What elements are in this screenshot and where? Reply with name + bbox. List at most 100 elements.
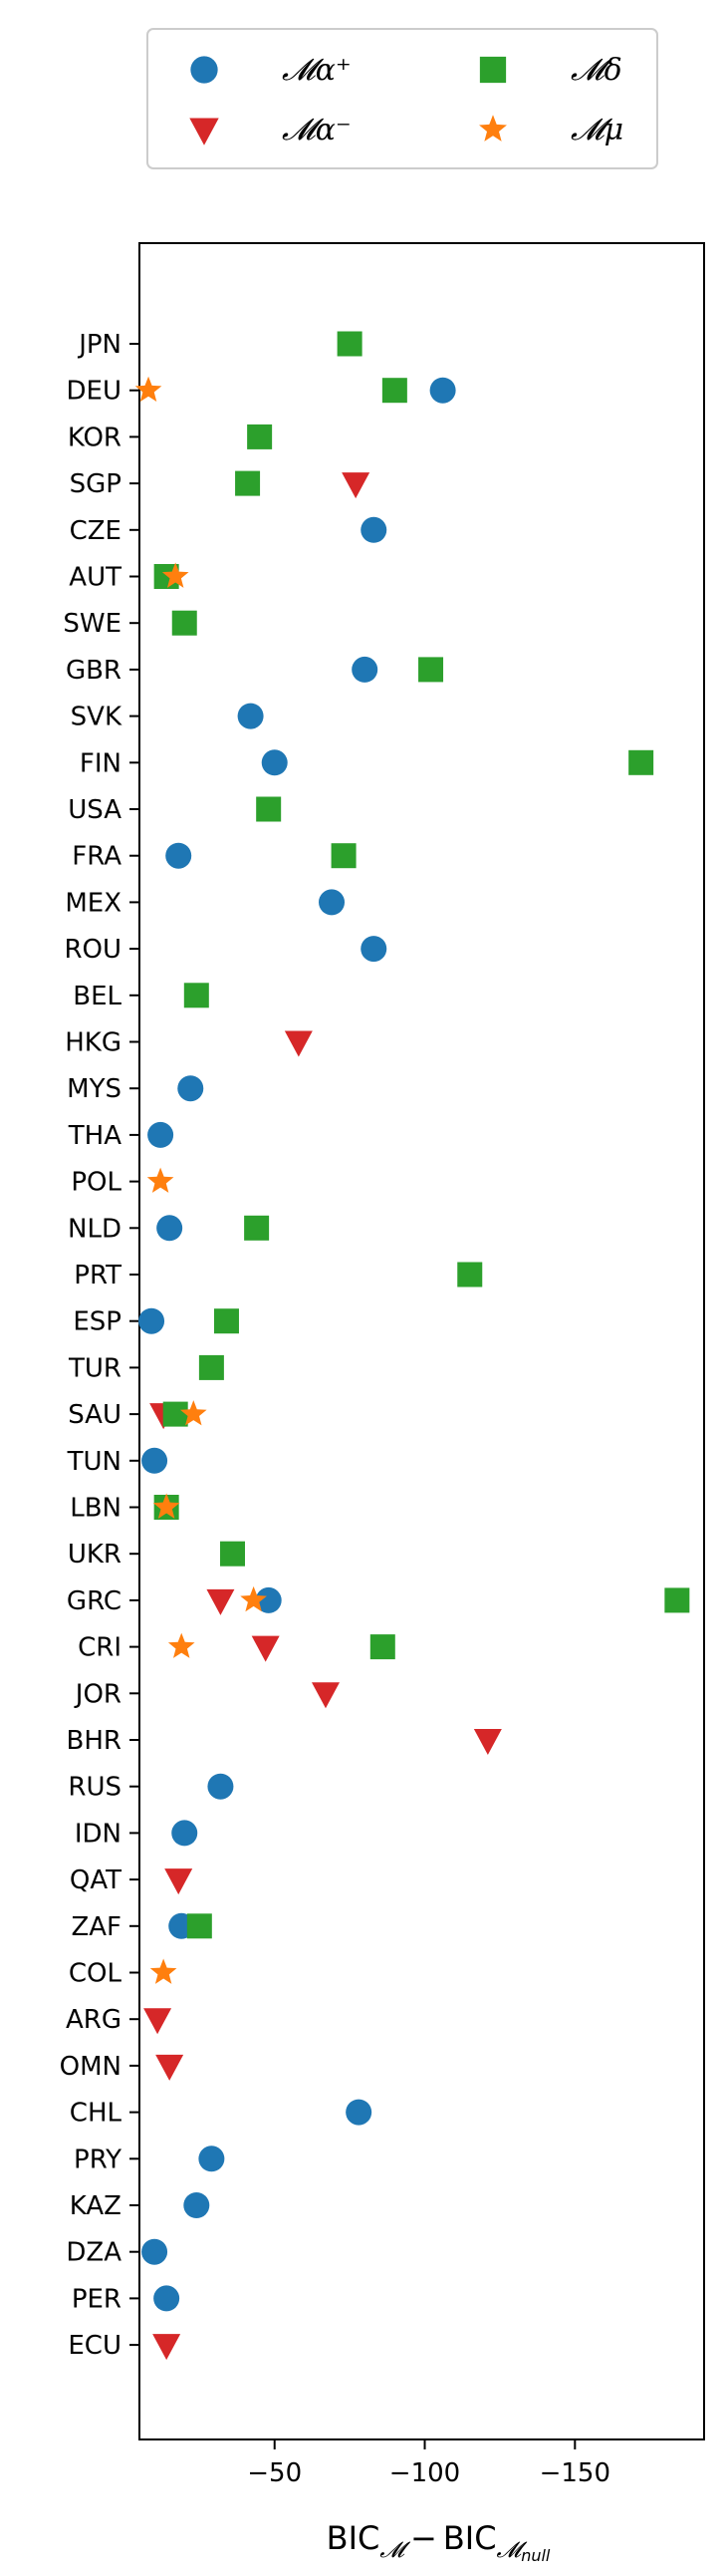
y-tick-label-ecu: ECU [68,2331,121,2361]
y-tick-label-svk: SVK [71,703,122,732]
point-alpha_plus-grc [255,1586,282,1613]
point-alpha_minus-bhr [473,1729,502,1755]
point-delta-bel [183,983,209,1008]
y-tick-label-nld: NLD [68,1214,121,1244]
y-tick-label-pry: PRY [74,2145,121,2174]
y-tick-label-bel: BEL [73,982,121,1011]
x-axis: −50 −100 −150 [247,2439,610,2488]
point-delta-fin [628,749,654,775]
y-tick-label-chl: CHL [70,2099,122,2129]
legend-marker-delta [479,56,507,84]
y-tick-label-pol: POL [71,1168,121,1198]
point-alpha_plus-svk [237,703,264,729]
y-tick-label-usa: USA [68,795,121,825]
point-delta-nld [244,1215,270,1241]
point-alpha_minus-jor [311,1682,340,1709]
x-axis-label-bic-2: BIC [443,2519,497,2557]
point-alpha_minus-arg [143,2008,172,2035]
point-alpha_plus-chl [346,2099,372,2126]
y-tick-label-rou: ROU [64,935,121,965]
point-delta-esp [213,1308,239,1334]
point-mu-lbn [152,1493,180,1519]
y-axis: JPN DEU KOR SGP CZE AUT SWE GBR SVK FIN USA FRA MEX R… [60,330,139,2361]
y-tick-label-fin: FIN [80,748,121,778]
point-alpha_plus-rus [207,1773,234,1800]
legend-label-alpha_plus: 𝓜α⁺ [282,53,352,88]
legend-label-alpha_minus: 𝓜α⁻ [282,113,352,147]
point-alpha_plus-tun [141,1447,168,1474]
legend-label-mu: 𝓜μ [571,113,623,147]
point-alpha_plus-kaz [183,2192,210,2218]
y-tick-label-qat: QAT [70,1865,121,1895]
legend-marker-mu [479,115,507,142]
point-alpha_plus-gbr [352,656,378,683]
point-delta-sau [162,1401,188,1427]
point-alpha_plus-cze [361,516,387,543]
y-tick-label-tur: TUR [68,1353,121,1383]
y-tick-label-gbr: GBR [66,656,121,686]
point-alpha_plus-esp [138,1307,165,1334]
point-delta-grc [664,1587,690,1613]
point-alpha_plus-tha [147,1121,174,1148]
y-tick-label-tha: THA [68,1121,121,1151]
point-alpha_plus-pry [198,2146,225,2172]
y-tick-label-sgp: SGP [70,469,121,499]
y-tick-label-per: PER [72,2284,121,2314]
y-tick-label-grc: GRC [67,1586,121,1616]
x-axis-label-minus: − [410,2519,437,2557]
point-alpha_plus-deu [429,377,456,404]
y-tick-label-bhr: BHR [67,1726,121,1756]
point-alpha_plus-fin [261,749,288,776]
y-tick-label-mys: MYS [67,1074,121,1104]
y-tick-label-omn: OMN [60,2052,121,2082]
point-delta-ukr [219,1541,245,1567]
point-alpha_minus-omn [155,2054,184,2081]
plot-area-frame [138,242,705,2440]
legend-marker-alpha_minus [189,118,219,145]
legend-label-delta: 𝓜δ [571,53,622,88]
y-tick-label-zaf: ZAF [71,1912,121,1942]
point-delta-prt [457,1262,483,1288]
point-alpha_minus-hkg [284,1030,313,1057]
y-tick-label-jor: JOR [74,1679,121,1709]
point-alpha_minus-cri [251,1635,280,1662]
y-tick-label-cze: CZE [70,516,121,546]
x-axis-label-bic-1: BIC [327,2519,380,2557]
y-tick-label-swe: SWE [63,609,121,639]
point-alpha_plus-fra [165,842,192,869]
legend-marker-alpha_plus [190,56,218,84]
y-tick-label-aut: AUT [69,563,121,593]
point-mu-deu [134,376,162,403]
y-tick-label-hkg: HKG [65,1028,121,1058]
point-mu-cri [167,1632,195,1658]
point-alpha_plus-mys [177,1075,204,1102]
y-tick-label-kor: KOR [68,423,121,452]
point-delta-fra [331,843,357,869]
point-alpha_minus-ecu [152,2334,181,2361]
y-tick-label-dza: DZA [66,2238,121,2268]
x-tick-label-100: −100 [389,2458,460,2488]
y-tick-label-kaz: KAZ [70,2191,121,2221]
point-mu-pol [146,1167,174,1193]
legend: 𝓜α⁺ 𝓜δ 𝓜α⁻ 𝓜μ [146,28,658,169]
point-alpha_minus-sgp [342,472,370,499]
series-delta [153,331,690,1939]
point-alpha_plus-mex [319,889,346,916]
y-tick-label-mex: MEX [65,888,121,918]
point-alpha_minus-grc [206,1588,235,1615]
legend-entry-alpha_plus: 𝓜α⁺ [190,53,352,88]
point-mu-sau [179,1400,207,1426]
y-tick-label-sau: SAU [68,1400,121,1430]
y-tick-label-idn: IDN [75,1819,121,1849]
y-tick-label-deu: DEU [67,377,121,407]
point-delta-deu [381,378,407,404]
y-tick-label-jpn: JPN [77,330,121,360]
point-alpha_minus-qat [164,1868,193,1895]
point-delta-jpn [337,331,362,357]
legend-frame [146,28,658,169]
point-delta-tur [198,1354,224,1380]
point-delta-swe [171,610,197,636]
point-mu-grc [240,1585,267,1612]
y-tick-label-ukr: UKR [68,1540,121,1570]
